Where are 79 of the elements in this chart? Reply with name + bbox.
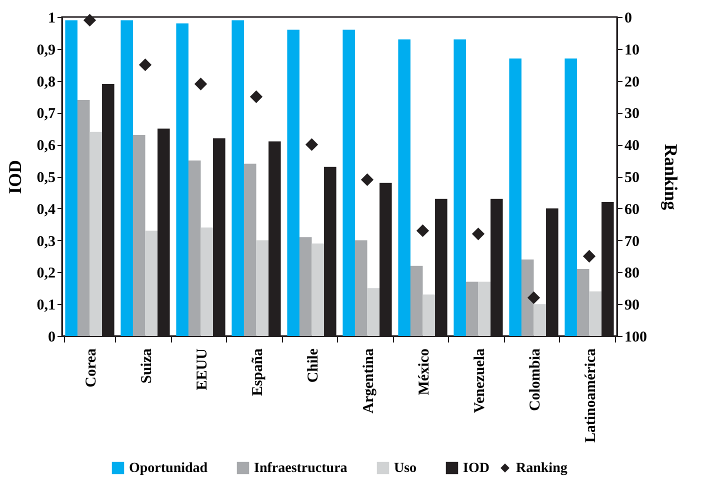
y2-tick-label: 40 (624, 138, 640, 154)
bar (145, 230, 158, 336)
point (360, 173, 374, 186)
point (194, 78, 208, 90)
bar (312, 243, 324, 336)
x-tick-label: México (416, 348, 432, 396)
legend-label: Ranking (516, 461, 568, 476)
bar (410, 266, 423, 336)
point (305, 138, 318, 151)
y-tick-label: 0,3 (36, 234, 56, 250)
bar (132, 135, 146, 336)
bar (589, 291, 602, 336)
y-tick-label: 0,8 (36, 74, 56, 90)
y2-tick-label: 60 (624, 202, 640, 218)
bar (244, 164, 256, 336)
x-tick-label: España (250, 348, 266, 396)
bar (90, 132, 102, 336)
x-tick-label: Argentina (360, 348, 377, 414)
y-tick-label: 0,2 (36, 266, 56, 282)
point (83, 14, 96, 27)
bar (398, 39, 410, 336)
y-tick-label: 0,7 (36, 106, 56, 122)
bar (534, 304, 546, 336)
y-tick-label: 0,6 (36, 138, 56, 154)
x-tick-label: EEUU (194, 348, 210, 390)
bar (354, 240, 368, 336)
y-tick-label: 0,4 (36, 202, 56, 218)
y2-tick-label: 10 (624, 42, 640, 58)
bar (521, 259, 534, 336)
legend-label: Uso (394, 461, 417, 476)
x-tick-label: Venezuela (472, 348, 488, 413)
bar (256, 240, 269, 336)
y2-axis-title: Ranking (661, 144, 681, 210)
x-tick-label: Suiza (138, 348, 155, 384)
y-axis-title: IOD (4, 160, 25, 194)
bar (120, 20, 133, 336)
bar (188, 160, 201, 336)
bar (232, 20, 244, 336)
y2-tick-label: 50 (624, 170, 640, 186)
y-tick-label: 0,5 (36, 170, 56, 186)
y-tick-label: 0,9 (36, 42, 56, 58)
bar (77, 100, 90, 336)
y2-tick-label: 70 (624, 234, 640, 250)
y2-tick-label: 20 (624, 74, 640, 90)
x-tick-label: Chile (305, 348, 322, 383)
y-tick-label: 0 (48, 330, 56, 346)
legend-label: Infraestructura (254, 461, 348, 476)
x-tick-label: Colombia (527, 348, 544, 412)
point (527, 291, 540, 304)
bar (576, 269, 590, 336)
point (582, 250, 596, 263)
y2-tick-label: 90 (624, 298, 640, 314)
bar (478, 282, 491, 336)
bar (287, 30, 300, 336)
point (472, 228, 485, 240)
y2-tick-label: 100 (624, 330, 647, 346)
bar (454, 39, 466, 336)
bar (342, 30, 355, 336)
legend-label: Oportunidad (129, 461, 208, 476)
bar (367, 288, 380, 336)
bar (65, 20, 78, 336)
x-tick-label: Latinoamérica (582, 348, 599, 443)
y-tick-label: 1 (48, 10, 56, 26)
point (416, 224, 430, 238)
y2-tick-label: 30 (624, 106, 640, 122)
y-tick-label: 0,1 (36, 298, 56, 314)
bar (422, 294, 436, 336)
x-tick-label: Corea (83, 348, 100, 388)
legend-label: IOD (463, 461, 490, 476)
point (250, 90, 263, 104)
y2-tick-label: 0 (624, 10, 632, 26)
point (138, 58, 152, 72)
y2-tick-label: 80 (624, 266, 640, 282)
bar (299, 237, 312, 336)
bar (200, 228, 214, 336)
bar (509, 58, 522, 336)
bar (176, 23, 188, 336)
bar (564, 58, 577, 336)
bar (466, 282, 478, 336)
